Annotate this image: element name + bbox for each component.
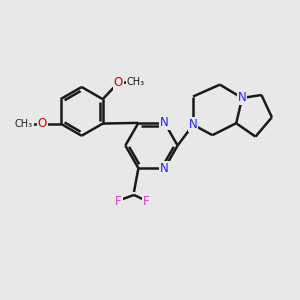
Text: F: F: [115, 195, 122, 208]
Text: N: N: [189, 118, 197, 131]
Text: N: N: [160, 116, 169, 129]
Text: F: F: [143, 195, 150, 208]
Text: CH₃: CH₃: [126, 77, 145, 87]
Text: N: N: [160, 162, 169, 175]
Text: O: O: [38, 117, 47, 130]
Text: CH₃: CH₃: [15, 118, 33, 128]
Text: O: O: [114, 76, 123, 89]
Text: N: N: [238, 92, 247, 104]
